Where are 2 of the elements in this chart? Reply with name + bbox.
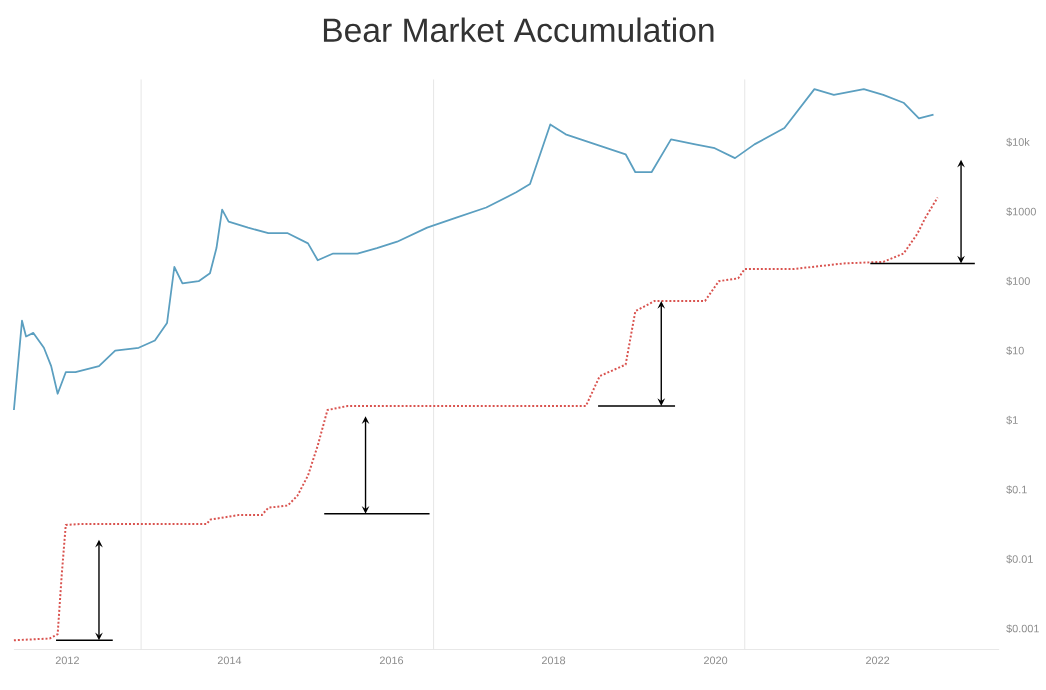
line-series <box>13 88 935 412</box>
chart-title: Bear Market Accumulation <box>323 17 714 43</box>
